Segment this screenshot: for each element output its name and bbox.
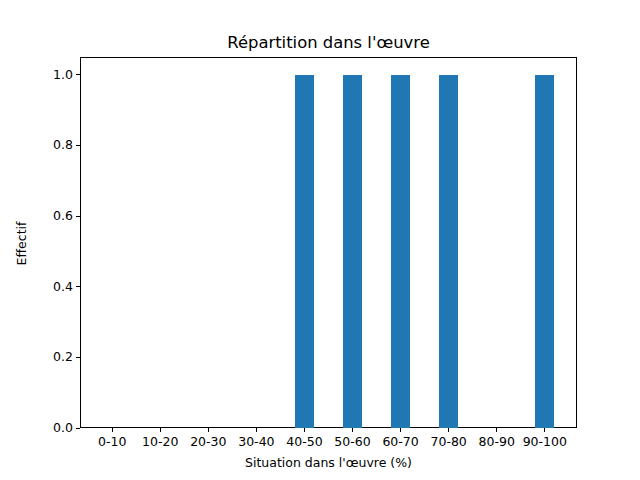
y-tick-mark xyxy=(76,74,80,75)
x-axis-label: Situation dans l'œuvre (%) xyxy=(80,455,577,470)
plot-area xyxy=(80,57,577,428)
y-tick-label: 0.8 xyxy=(33,138,73,152)
x-tick-mark xyxy=(112,428,113,432)
bar xyxy=(343,75,362,428)
y-tick-label: 0.2 xyxy=(33,350,73,364)
y-tick-label: 1.0 xyxy=(33,68,73,82)
x-tick-mark xyxy=(256,428,257,432)
y-tick-label: 0.6 xyxy=(33,209,73,223)
bar xyxy=(391,75,410,428)
x-tick-mark xyxy=(304,428,305,432)
y-tick-label: 0.0 xyxy=(33,421,73,435)
y-axis-label: Effectif xyxy=(14,64,29,424)
y-tick-mark xyxy=(76,286,80,287)
y-tick-mark xyxy=(76,145,80,146)
bar xyxy=(535,75,554,428)
x-tick-mark xyxy=(208,428,209,432)
x-tick-mark xyxy=(496,428,497,432)
x-tick-mark xyxy=(448,428,449,432)
y-tick-mark xyxy=(76,357,80,358)
y-tick-mark xyxy=(76,428,80,429)
x-tick-mark xyxy=(400,428,401,432)
bar xyxy=(295,75,314,428)
x-tick-label: 90-100 xyxy=(513,435,577,449)
bar-chart-figure: Répartition dans l'œuvre Effectif Situat… xyxy=(0,0,640,480)
y-tick-mark xyxy=(76,216,80,217)
y-tick-label: 0.4 xyxy=(33,280,73,294)
x-tick-mark xyxy=(352,428,353,432)
x-tick-mark xyxy=(544,428,545,432)
chart-title: Répartition dans l'œuvre xyxy=(80,33,577,53)
x-tick-mark xyxy=(160,428,161,432)
bar xyxy=(439,75,458,428)
